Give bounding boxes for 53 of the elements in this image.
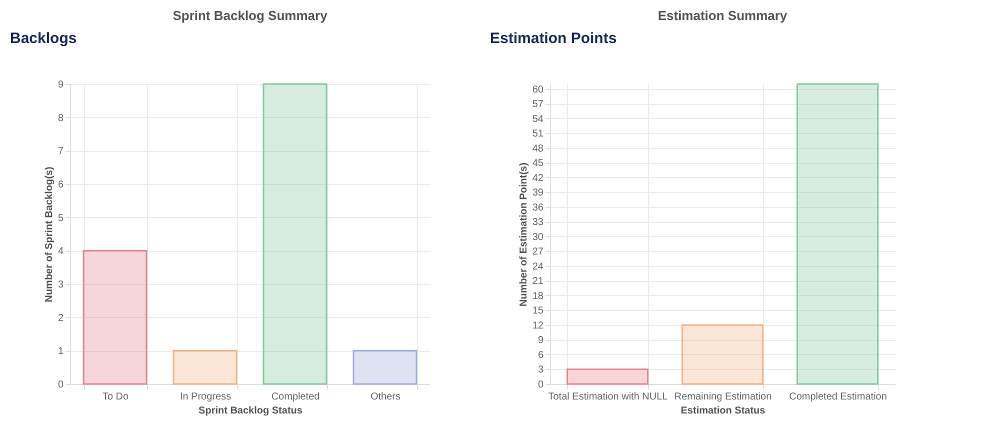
bar: [262, 83, 328, 385]
x-tick-label: Completed Estimation: [789, 392, 887, 402]
y-tick-label: 15: [532, 306, 544, 317]
x-tick-label: To Do: [102, 392, 129, 402]
y-tick-label: 51: [532, 128, 544, 140]
x-axis-title: Estimation Status: [680, 406, 766, 416]
y-tick-label: 33: [532, 217, 544, 228]
y-tick-label: 6: [58, 180, 64, 190]
y-tick-label: 4: [58, 246, 64, 258]
y-tick-label: 9: [538, 335, 544, 346]
x-tick-label: Others: [370, 392, 401, 402]
y-axis-title: Number of Sprint Backlog(s): [44, 166, 55, 302]
y-tick-label: 18: [532, 290, 544, 302]
y-tick-label: 2: [58, 312, 64, 324]
y-tick-label: 0: [58, 380, 64, 390]
y-tick-label: 6: [538, 350, 544, 361]
x-tick-label: Completed: [271, 392, 320, 402]
x-tick-label: Remaining Estimation: [674, 392, 772, 402]
y-tick-label: 57: [532, 99, 544, 110]
text: Backlogs: [10, 30, 77, 47]
bar: [796, 83, 878, 385]
text: Estimation Points: [490, 30, 617, 47]
chart-title: Sprint Backlog Summary: [172, 8, 328, 23]
y-tick-label: 12: [532, 320, 544, 332]
y-tick-label: 1: [58, 346, 64, 358]
y-tick-label: 21: [532, 276, 544, 288]
bar: [172, 350, 238, 385]
y-tick-label: 0: [538, 380, 544, 390]
y-tick-label: 60: [532, 84, 544, 96]
y-tick-label: 9: [58, 80, 64, 90]
y-tick-label: 3: [538, 364, 544, 376]
x-axis-title: Sprint Backlog Status: [198, 406, 303, 416]
y-tick-label: 45: [532, 158, 544, 170]
bar: [352, 350, 418, 385]
x-tick-label: In Progress: [180, 392, 232, 402]
y-tick-label: 54: [532, 114, 544, 125]
y-tick-label: 8: [58, 112, 64, 124]
y-tick-label: 5: [58, 212, 64, 224]
bar: [82, 250, 148, 385]
y-axis-title: Number of Estimation Point(s): [518, 162, 530, 306]
x-tick-label: Total Estimation with NULL: [548, 392, 668, 402]
bar: [682, 324, 764, 385]
bar: [566, 368, 648, 385]
chart-title: Estimation Summary: [658, 8, 788, 23]
y-tick-label: 27: [532, 246, 544, 258]
y-tick-label: 7: [58, 146, 64, 158]
y-tick-label: 42: [532, 172, 544, 184]
y-tick-label: 30: [532, 232, 544, 243]
y-tick-label: 36: [532, 202, 544, 214]
y-tick-label: 48: [532, 143, 544, 154]
y-tick-label: 39: [532, 188, 544, 199]
y-tick-label: 3: [58, 280, 64, 290]
y-tick-label: 24: [532, 261, 544, 272]
